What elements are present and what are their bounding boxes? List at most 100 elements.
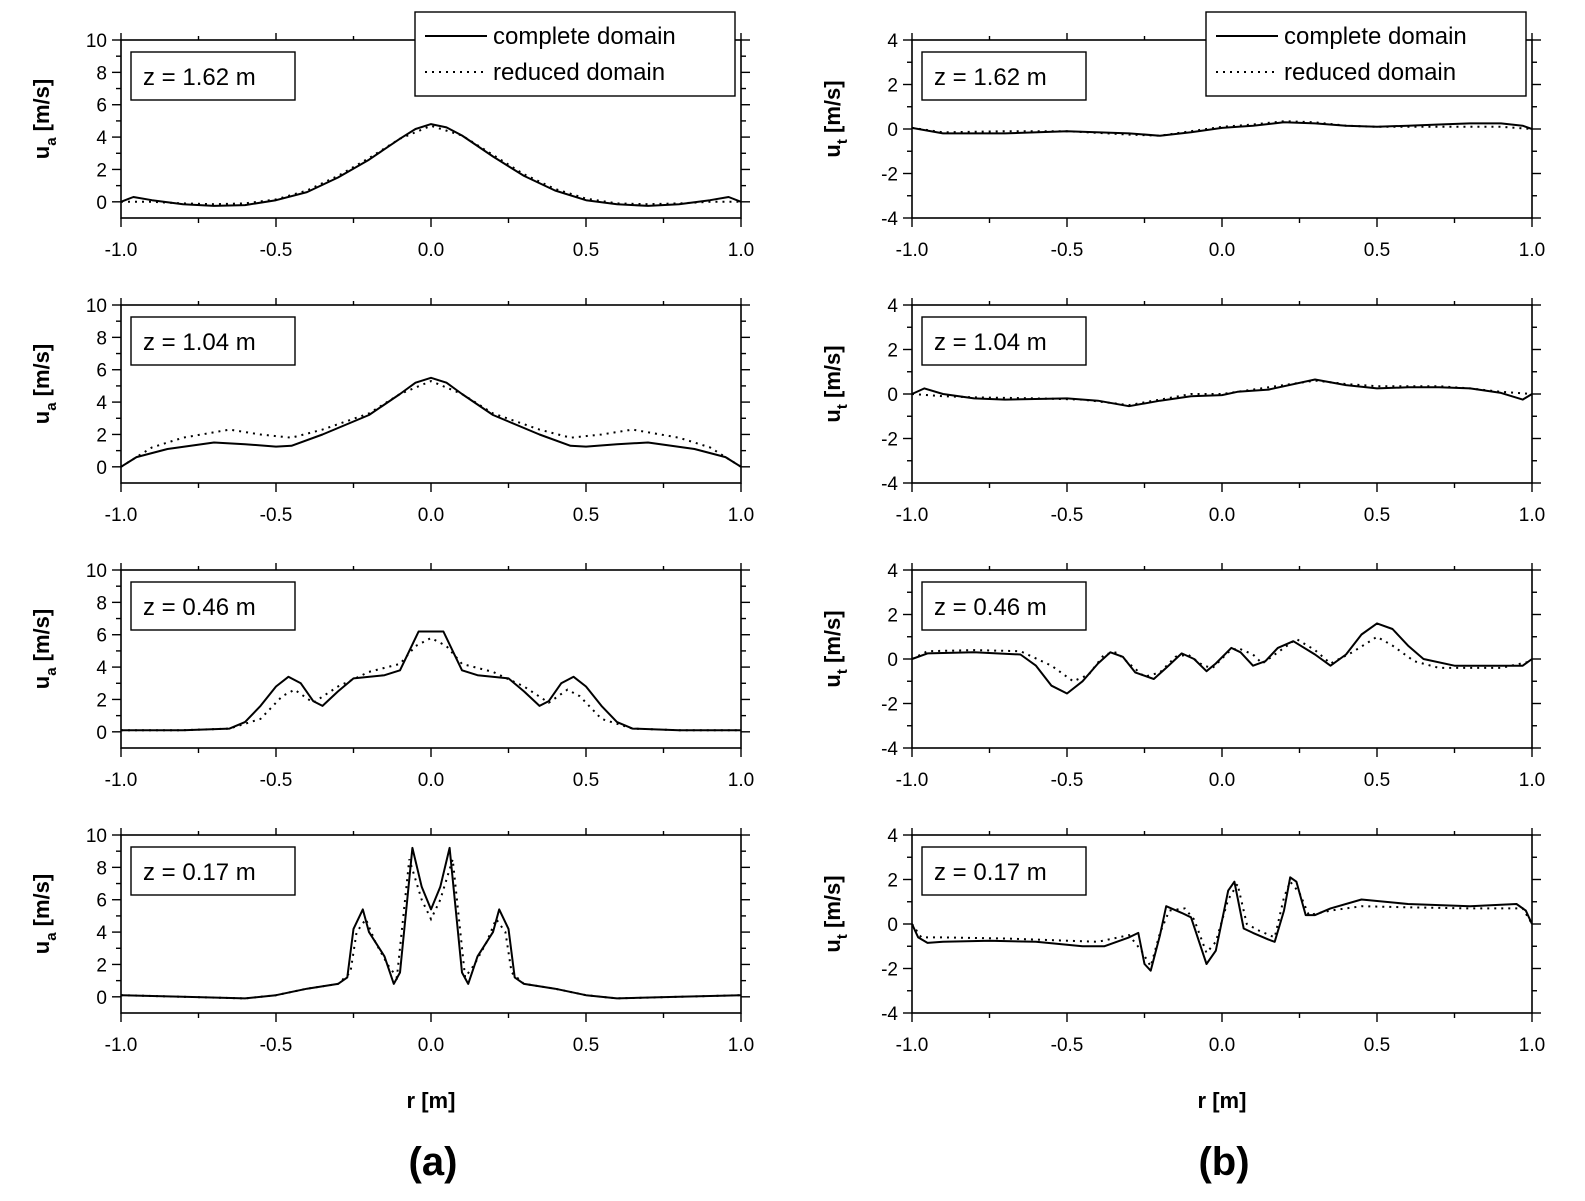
x-tick-label: 1.0 [1519, 1035, 1545, 1056]
subplot-a-4: -1.0 -0.5 0.0 0.5 1.0 0 2 4 6 8 10 ua [m/s] r [m] z =… [29, 826, 754, 1113]
x-tick-label: -0.5 [260, 240, 293, 261]
x-tick-label: -1.0 [896, 240, 929, 261]
x-tick-label: 0.0 [418, 240, 444, 261]
x-tick-label: -1.0 [105, 505, 138, 526]
z-label: z = 1.04 m [934, 329, 1047, 356]
x-tick-label: 0.0 [1209, 770, 1235, 791]
subplot-a-2: -1.0 -0.5 0.0 0.5 1.0 0 2 4 6 8 10 ua [m/s] z = 1.04… [29, 296, 754, 526]
z-label: z = 0.46 m [143, 594, 256, 621]
y-tick-label: 0 [96, 988, 107, 1009]
z-label-box: z = 0.17 m [921, 846, 1087, 896]
legend: complete domain reduced domain [414, 11, 736, 97]
series-reduced-domain [120, 380, 742, 468]
y-tick-label: 4 [96, 393, 107, 414]
y-axis-label-main: u [820, 674, 845, 687]
y-axis-label-unit: [m/s] [29, 79, 54, 138]
y-axis-label-sub: t [834, 139, 851, 144]
y-tick-label: 10 [86, 561, 107, 582]
y-axis-label-sub: t [834, 404, 851, 409]
y-axis-label: ua [m/s] [29, 609, 60, 689]
subplot-a-3: -1.0 -0.5 0.0 0.5 1.0 0 2 4 6 8 10 ua [m/s] z = 0.46… [29, 561, 754, 791]
x-tick-label: -0.5 [260, 1035, 293, 1056]
y-axis-label-unit: [m/s] [820, 875, 845, 934]
y-axis-label-main: u [820, 409, 845, 422]
series-reduced-domain [121, 124, 741, 206]
panel-label-b: (b) [1198, 1140, 1249, 1184]
series-complete-domain [911, 378, 1533, 408]
z-label-frame [921, 316, 1087, 366]
subplot-b-3: -1.0 -0.5 0.0 0.5 1.0 -4 -2 0 2 4 ut [m/s] z = 0.46… [820, 561, 1545, 791]
y-tick-label: 2 [96, 425, 107, 446]
y-tick-label: 2 [887, 76, 898, 97]
x-tick-label: -0.5 [260, 770, 293, 791]
y-tick-label: 8 [96, 63, 107, 84]
y-tick-label: 2 [96, 690, 107, 711]
y-axis-label-main: u [820, 939, 845, 952]
x-tick-label: 0.0 [1209, 1035, 1235, 1056]
subplot-a-1: -1.0 -0.5 0.0 0.5 1.0 0 2 4 6 8 10 ua [m/s] z = 1.62… [29, 11, 754, 261]
y-tick-label: -2 [881, 960, 898, 981]
y-tick-label: 0 [96, 458, 107, 479]
x-tick-label: -1.0 [896, 505, 929, 526]
z-label: z = 0.17 m [934, 859, 1047, 886]
x-tick-label: 0.0 [418, 505, 444, 526]
z-label: z = 0.46 m [934, 594, 1047, 621]
y-axis-label: ut [m/s] [820, 875, 851, 952]
series-complete-domain [911, 121, 1533, 137]
x-tick-label: 0.5 [1364, 505, 1390, 526]
x-tick-label: 0.5 [573, 505, 599, 526]
y-tick-label: 0 [887, 385, 898, 406]
y-axis-label-unit: [m/s] [29, 874, 54, 933]
z-label-frame [921, 51, 1087, 101]
series-complete-domain [911, 876, 1533, 972]
x-tick-label: 1.0 [728, 770, 754, 791]
y-tick-label: 6 [96, 626, 107, 647]
y-axis-label: ut [m/s] [820, 80, 851, 157]
legend-frame [414, 11, 736, 97]
x-tick-label: 1.0 [1519, 770, 1545, 791]
x-tick-label: -0.5 [260, 505, 293, 526]
y-tick-label: -4 [881, 474, 898, 495]
y-tick-label: 2 [96, 160, 107, 181]
y-axis-label-sub: t [834, 669, 851, 674]
y-tick-label: 8 [96, 858, 107, 879]
x-tick-label: -1.0 [896, 1035, 929, 1056]
z-label-frame [130, 51, 296, 101]
y-tick-label: 6 [96, 96, 107, 117]
series-reduced-domain [911, 635, 1533, 683]
y-tick-label: 2 [887, 341, 898, 362]
y-axis-label: ua [m/s] [29, 79, 60, 159]
y-axis-label-sub: a [43, 402, 60, 411]
x-tick-label: -0.5 [1051, 1035, 1084, 1056]
y-axis-label: ua [m/s] [29, 874, 60, 954]
series-complete-domain [120, 376, 742, 468]
x-tick-label: 0.0 [1209, 240, 1235, 261]
x-tick-label: 0.5 [573, 240, 599, 261]
x-tick-label: 0.0 [1209, 505, 1235, 526]
y-tick-label: 4 [887, 826, 898, 847]
y-tick-label: 0 [887, 915, 898, 936]
z-label-box: z = 1.62 m [130, 51, 296, 101]
z-label-box: z = 0.46 m [921, 581, 1087, 631]
x-tick-label: 0.5 [573, 770, 599, 791]
y-tick-label: 4 [887, 31, 898, 52]
panel-label-a: (a) [409, 1140, 458, 1184]
y-tick-label: 8 [96, 593, 107, 614]
y-axis-label-main: u [29, 411, 54, 424]
z-label: z = 0.17 m [143, 859, 256, 886]
series-complete-domain [120, 123, 742, 207]
y-tick-label: 10 [86, 296, 107, 317]
z-label-frame [921, 581, 1087, 631]
y-axis-label-main: u [29, 676, 54, 689]
series-reduced-domain [911, 379, 1533, 407]
x-tick-label: 1.0 [728, 1035, 754, 1056]
legend-label-reduced: reduced domain [493, 59, 665, 86]
y-tick-label: -2 [881, 165, 898, 186]
y-axis-label-sub: a [43, 932, 60, 941]
y-tick-label: 6 [96, 891, 107, 912]
x-tick-label: -1.0 [105, 1035, 138, 1056]
x-tick-label: -0.5 [1051, 505, 1084, 526]
x-axis-label: r [m] [1198, 1088, 1247, 1113]
